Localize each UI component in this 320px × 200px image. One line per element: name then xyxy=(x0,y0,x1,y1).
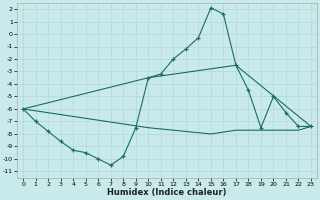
X-axis label: Humidex (Indice chaleur): Humidex (Indice chaleur) xyxy=(107,188,227,197)
